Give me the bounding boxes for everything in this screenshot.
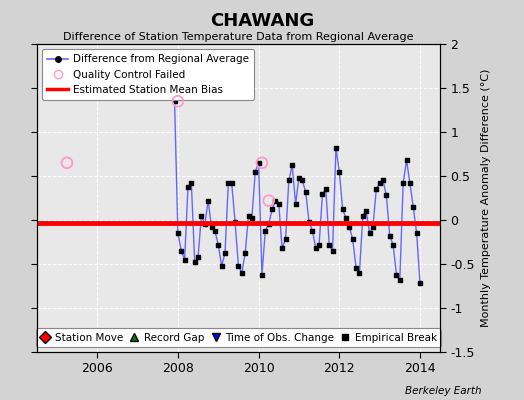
Point [298, 177, 307, 184]
Point [396, 277, 404, 283]
Point [308, 227, 316, 234]
Text: CHAWANG: CHAWANG [210, 12, 314, 30]
Point [332, 145, 340, 151]
Point [348, 236, 357, 242]
Point [197, 212, 205, 219]
Point [294, 174, 303, 181]
Point [409, 204, 418, 210]
Point [386, 233, 394, 239]
Point [237, 270, 246, 276]
Point [372, 186, 380, 192]
Point [275, 201, 283, 207]
Point [365, 230, 374, 236]
Point [301, 189, 310, 195]
Point [305, 218, 313, 225]
Point [376, 180, 384, 186]
Point [174, 230, 182, 236]
Point [355, 270, 364, 276]
Point [177, 248, 185, 254]
Point [180, 256, 189, 263]
Point [251, 168, 259, 175]
Point [278, 245, 286, 251]
Text: Berkeley Earth: Berkeley Earth [406, 386, 482, 396]
Point [191, 259, 199, 266]
Point [265, 198, 273, 204]
Legend: Station Move, Record Gap, Time of Obs. Change, Empirical Break: Station Move, Record Gap, Time of Obs. C… [36, 328, 441, 347]
Point [312, 245, 320, 251]
Point [285, 177, 293, 184]
Point [339, 206, 347, 213]
Point [244, 212, 253, 219]
Point [288, 162, 297, 169]
Point [352, 265, 361, 272]
Point [194, 254, 202, 260]
Point [248, 215, 256, 222]
Point [221, 250, 229, 257]
Point [315, 242, 323, 248]
Point [399, 180, 407, 186]
Point [261, 227, 269, 234]
Point [265, 221, 273, 228]
Point [217, 262, 226, 269]
Point [342, 215, 350, 222]
Point [204, 198, 212, 204]
Point [358, 212, 367, 219]
Point [227, 180, 236, 186]
Point [258, 160, 266, 166]
Point [174, 98, 182, 104]
Point [412, 230, 421, 236]
Point [291, 201, 300, 207]
Point [392, 271, 401, 278]
Point [322, 186, 330, 192]
Point [362, 208, 370, 214]
Point [211, 227, 219, 234]
Point [201, 221, 209, 228]
Point [416, 280, 424, 286]
Point [318, 190, 326, 197]
Point [379, 177, 387, 184]
Point [208, 224, 216, 230]
Point [389, 242, 397, 248]
Point [268, 206, 276, 213]
Point [187, 180, 195, 186]
Point [281, 236, 290, 242]
Point [254, 160, 263, 166]
Point [231, 218, 239, 225]
Point [406, 180, 414, 186]
Point [271, 198, 280, 204]
Point [214, 242, 222, 248]
Point [345, 224, 354, 230]
Point [402, 157, 411, 163]
Point [241, 250, 249, 257]
Point [224, 180, 233, 186]
Point [234, 262, 243, 269]
Title: Difference of Station Temperature Data from Regional Average: Difference of Station Temperature Data f… [63, 32, 413, 42]
Point [170, 98, 179, 104]
Point [335, 168, 343, 175]
Point [382, 192, 390, 198]
Point [63, 160, 71, 166]
Point [325, 242, 333, 248]
Point [369, 224, 377, 230]
Point [329, 248, 337, 254]
Point [258, 271, 266, 278]
Y-axis label: Monthly Temperature Anomaly Difference (°C): Monthly Temperature Anomaly Difference (… [481, 69, 490, 327]
Point [184, 183, 192, 190]
